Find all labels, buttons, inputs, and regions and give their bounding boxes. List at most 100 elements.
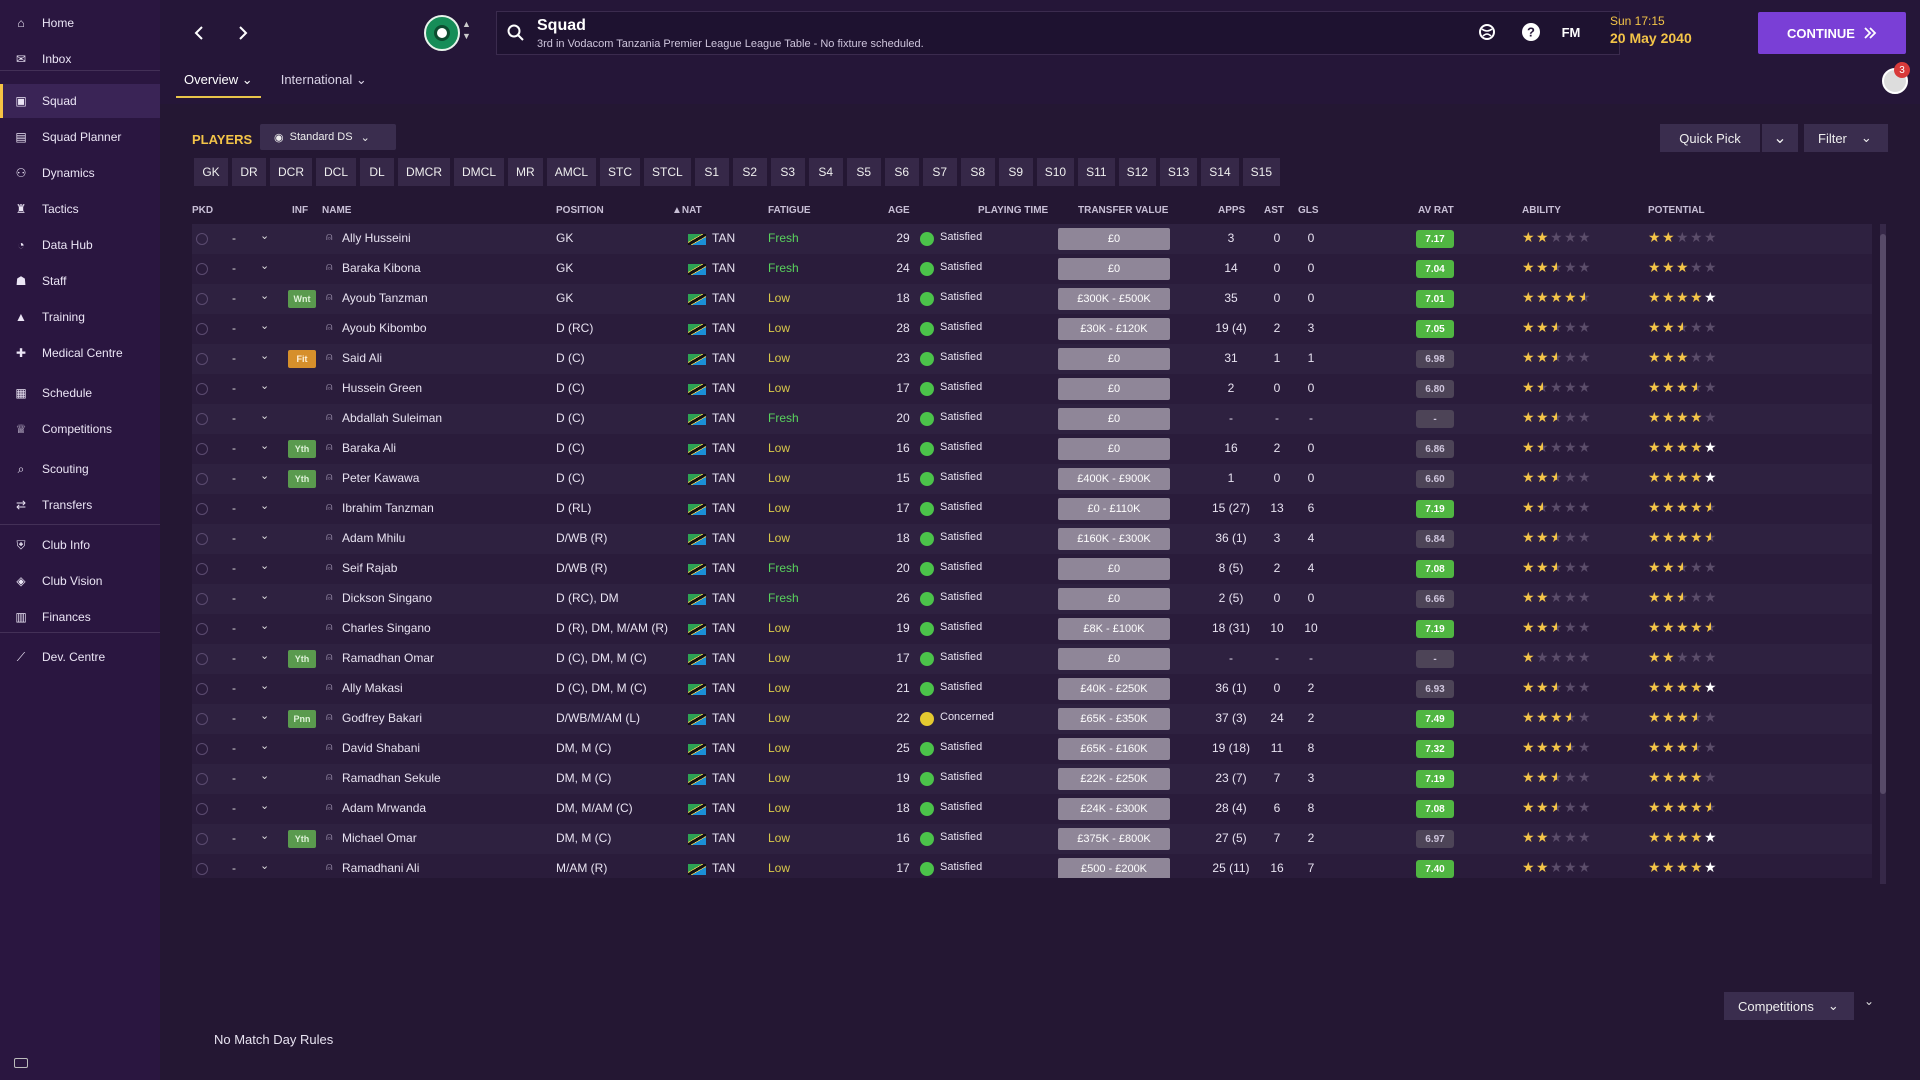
table-row[interactable]: - ⌄ Yth ⍝ Baraka Ali D (C) TAN Low 16 Satisfied £0… <box>192 434 1872 464</box>
chevron-down-icon[interactable]: ⌄ <box>260 650 270 662</box>
chevron-down-icon[interactable]: ⌄ <box>260 230 270 242</box>
position-tab-s15[interactable]: S15 <box>1242 158 1280 186</box>
chevron-down-icon[interactable]: ⌄ <box>260 380 270 392</box>
sidebar-item-club-info[interactable]: ⛨ Club Info <box>0 528 160 562</box>
pick-checkbox[interactable] <box>196 503 208 515</box>
table-row[interactable]: - ⌄ ⍝ Adam Mrwanda DM, M/AM (C) TAN Low 18 Satis… <box>192 794 1872 824</box>
position-tab-s7[interactable]: S7 <box>922 158 957 186</box>
pick-checkbox[interactable] <box>196 263 208 275</box>
position-tab-dl[interactable]: DL <box>360 158 395 186</box>
sidebar-item-staff[interactable]: ☗ Staff <box>0 264 160 298</box>
selection-value[interactable]: - <box>232 831 236 845</box>
sidebar-item-data-hub[interactable]: ◔ Data Hub <box>0 228 160 262</box>
table-row[interactable]: - ⌄ ⍝ Charles Singano D (R), DM, M/AM (R) TAN… <box>192 614 1872 644</box>
chevron-down-icon[interactable]: ⌄ <box>260 410 270 422</box>
selection-value[interactable]: - <box>232 471 236 485</box>
player-name[interactable]: Dickson Singano <box>342 591 433 605</box>
sidebar-item-medical-centre[interactable]: ✚ Medical Centre <box>0 336 160 370</box>
position-tab-s14[interactable]: S14 <box>1201 158 1239 186</box>
pick-checkbox[interactable] <box>196 593 208 605</box>
pick-checkbox[interactable] <box>196 563 208 575</box>
selection-value[interactable]: - <box>232 711 236 725</box>
world-icon[interactable] <box>1476 21 1498 43</box>
pick-checkbox[interactable] <box>196 623 208 635</box>
sidebar-item-training[interactable]: ▲ Training <box>0 300 160 334</box>
table-row[interactable]: - ⌄ ⍝ Ramadhani Ali M/AM (R) TAN Low 17 Satisfie… <box>192 854 1872 878</box>
position-tab-dcl[interactable]: DCL <box>316 158 357 186</box>
player-name[interactable]: Adam Mrwanda <box>342 801 427 815</box>
col-inf[interactable]: INF <box>292 205 309 216</box>
col-apps[interactable]: APPS <box>1218 205 1246 216</box>
sidebar-item-dynamics[interactable]: ⚇ Dynamics <box>0 156 160 190</box>
position-tab-stc[interactable]: STC <box>600 158 641 186</box>
pick-checkbox[interactable] <box>196 773 208 785</box>
pick-checkbox[interactable] <box>196 683 208 695</box>
player-name[interactable]: Adam Mhilu <box>342 531 406 545</box>
chevron-down-icon[interactable]: ⌄ <box>260 830 270 842</box>
col-potential[interactable]: POTENTIAL <box>1648 205 1705 216</box>
player-name[interactable]: Ibrahim Tanzman <box>342 501 434 515</box>
table-scrollbar[interactable] <box>1880 224 1886 884</box>
chevron-down-icon[interactable]: ⌄ <box>260 710 270 722</box>
pick-checkbox[interactable] <box>196 653 208 665</box>
competitions-select[interactable]: Competitions ⌄ <box>1724 992 1854 1020</box>
table-row[interactable]: - ⌄ Wnt ⍝ Ayoub Tanzman GK TAN Low 18 Satisfied £3… <box>192 284 1872 314</box>
chevron-down-icon[interactable]: ⌄ <box>260 620 270 632</box>
table-row[interactable]: - ⌄ Yth ⍝ Ramadhan Omar D (C), DM, M (C) TAN Lo… <box>192 644 1872 674</box>
chevron-down-icon[interactable]: ⌄ <box>260 680 270 692</box>
position-tab-stcl[interactable]: STCL <box>644 158 691 186</box>
chevron-down-icon[interactable]: ⌄ <box>260 740 270 752</box>
sidebar-item-squad-planner[interactable]: ▤ Squad Planner <box>0 120 160 154</box>
table-row[interactable]: - ⌄ ⍝ Ally Makasi D (C), DM, M (C) TAN Low 21 Sa… <box>192 674 1872 704</box>
position-tab-mr[interactable]: MR <box>508 158 543 186</box>
pick-checkbox[interactable] <box>196 743 208 755</box>
panel-collapse-icon[interactable]: ⌄ <box>1864 994 1875 1008</box>
sidebar-item-finances[interactable]: ▥ Finances <box>0 600 160 634</box>
player-name[interactable]: Baraka Ali <box>342 441 397 455</box>
filter-button[interactable]: Filter ⌄ <box>1804 124 1888 152</box>
table-row[interactable]: - ⌄ ⍝ Ally Husseini GK TAN Fresh 29 Satisfied £0 3… <box>192 224 1872 254</box>
sidebar-item-tactics[interactable]: ♜ Tactics <box>0 192 160 226</box>
selection-value[interactable]: - <box>232 801 236 815</box>
col-av-rat[interactable]: AV RAT <box>1418 205 1454 216</box>
position-tab-s9[interactable]: S9 <box>998 158 1033 186</box>
col-fatigue[interactable]: FATIGUE <box>768 205 811 216</box>
selection-value[interactable]: - <box>232 261 236 275</box>
search-bar[interactable]: Squad 3rd in Vodacom Tanzania Premier Le… <box>496 11 1620 55</box>
selection-value[interactable]: - <box>232 291 236 305</box>
chevron-down-icon[interactable]: ⌄ <box>260 500 270 512</box>
selection-value[interactable]: - <box>232 231 236 245</box>
col-name[interactable]: NAME <box>322 205 352 216</box>
forward-button[interactable] <box>230 20 256 46</box>
position-tab-gk[interactable]: GK <box>194 158 228 186</box>
collapse-sidebar-icon[interactable] <box>14 1058 28 1068</box>
table-row[interactable]: - ⌄ ⍝ Seif Rajab D/WB (R) TAN Fresh 20 Satisfied… <box>192 554 1872 584</box>
pick-checkbox[interactable] <box>196 413 208 425</box>
col-pkd[interactable]: PKD <box>192 205 214 216</box>
selection-value[interactable]: - <box>232 861 236 875</box>
col-ability[interactable]: ABILITY <box>1522 205 1561 216</box>
player-name[interactable]: Ramadhan Sekule <box>342 771 441 785</box>
position-tab-s2[interactable]: S2 <box>732 158 767 186</box>
chevron-down-icon[interactable]: ⌄ <box>260 320 270 332</box>
selection-value[interactable]: - <box>232 441 236 455</box>
selection-value[interactable]: - <box>232 531 236 545</box>
pick-checkbox[interactable] <box>196 383 208 395</box>
position-tab-s10[interactable]: S10 <box>1036 158 1075 186</box>
chevron-down-icon[interactable]: ⌄ <box>260 590 270 602</box>
col-transfer-value[interactable]: TRANSFER VALUE <box>1078 205 1169 216</box>
col-position[interactable]: POSITION <box>556 205 604 216</box>
position-tab-s8[interactable]: S8 <box>960 158 995 186</box>
selection-value[interactable]: - <box>232 351 236 365</box>
player-name[interactable]: Peter Kawawa <box>342 471 420 485</box>
table-row[interactable]: - ⌄ ⍝ Ayoub Kibombo D (RC) TAN Low 28 Satisfied £… <box>192 314 1872 344</box>
col-gls[interactable]: GLS <box>1298 205 1319 216</box>
pick-checkbox[interactable] <box>196 713 208 725</box>
pick-checkbox[interactable] <box>196 293 208 305</box>
player-name[interactable]: Ramadhan Omar <box>342 651 435 665</box>
position-tab-s5[interactable]: S5 <box>846 158 881 186</box>
continue-button[interactable]: CONTINUE <box>1758 12 1906 54</box>
player-name[interactable]: Baraka Kibona <box>342 261 421 275</box>
player-name[interactable]: David Shabani <box>342 741 421 755</box>
quick-pick-button[interactable]: Quick Pick <box>1660 124 1760 152</box>
